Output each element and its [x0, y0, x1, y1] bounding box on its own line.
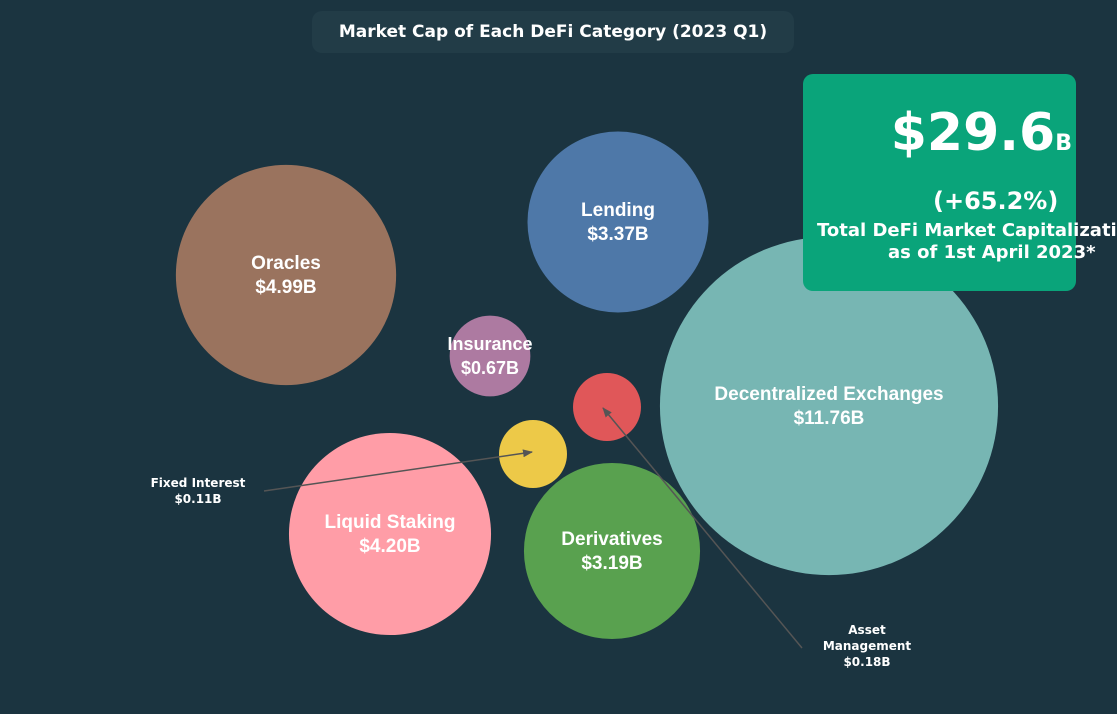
bubble-value-insurance: $0.67B	[461, 358, 519, 378]
bubble-value-oracles: $4.99B	[255, 277, 316, 298]
bubble-label-lending: Lending	[581, 200, 655, 221]
bubble-lending	[527, 131, 709, 313]
bubble-decentralized-exchanges	[659, 236, 999, 576]
bubble-asset-management	[573, 373, 641, 441]
total-market-cap-card: $29.6B (+65.2%) Total DeFi Market Capita…	[803, 74, 1117, 291]
total-value: $29.6B	[891, 107, 1072, 159]
bubble-value-decentralized-exchanges: $11.76B	[794, 408, 865, 429]
bubble-label-liquid-staking: Liquid Staking	[325, 512, 456, 533]
bubble-label-decentralized-exchanges: Decentralized Exchanges	[714, 384, 943, 405]
bubble-label-insurance: Insurance	[447, 334, 532, 354]
bubble-value-lending: $3.37B	[587, 224, 648, 245]
callout-label-fixed-interest-1: $0.11B	[174, 492, 221, 506]
callout-label-asset-management-2: $0.18B	[843, 655, 890, 669]
total-change: (+65.2%)	[933, 187, 1059, 215]
bubble-liquid-staking	[288, 432, 492, 636]
callout-label-asset-management-0: Asset	[848, 623, 886, 637]
chart-title: Market Cap of Each DeFi Category (2023 Q…	[312, 11, 794, 53]
bubble-insurance	[449, 315, 531, 397]
bubble-value-liquid-staking: $4.20B	[359, 536, 420, 557]
bubble-oracles	[175, 164, 397, 386]
bubble-label-oracles: Oracles	[251, 253, 321, 274]
callout-arrow-fixed-interest	[263, 449, 533, 492]
callout-arrow-asset-management	[602, 407, 803, 649]
bubble-label-derivatives: Derivatives	[561, 529, 662, 550]
total-caption-line2: as of 1st April 2023*	[888, 242, 1096, 263]
total-caption-line1: Total DeFi Market Capitalization	[817, 220, 1117, 241]
total-caption: Total DeFi Market Capitalization as of 1…	[817, 220, 1117, 264]
callout-label-fixed-interest-0: Fixed Interest	[151, 476, 246, 490]
total-value-unit: B	[1055, 131, 1072, 156]
callout-label-asset-management-1: Management	[823, 639, 912, 653]
bubble-value-derivatives: $3.19B	[581, 553, 642, 574]
bubble-derivatives	[523, 462, 701, 640]
bubble-fixed-interest	[499, 420, 567, 488]
total-value-number: $29.6	[890, 103, 1056, 163]
